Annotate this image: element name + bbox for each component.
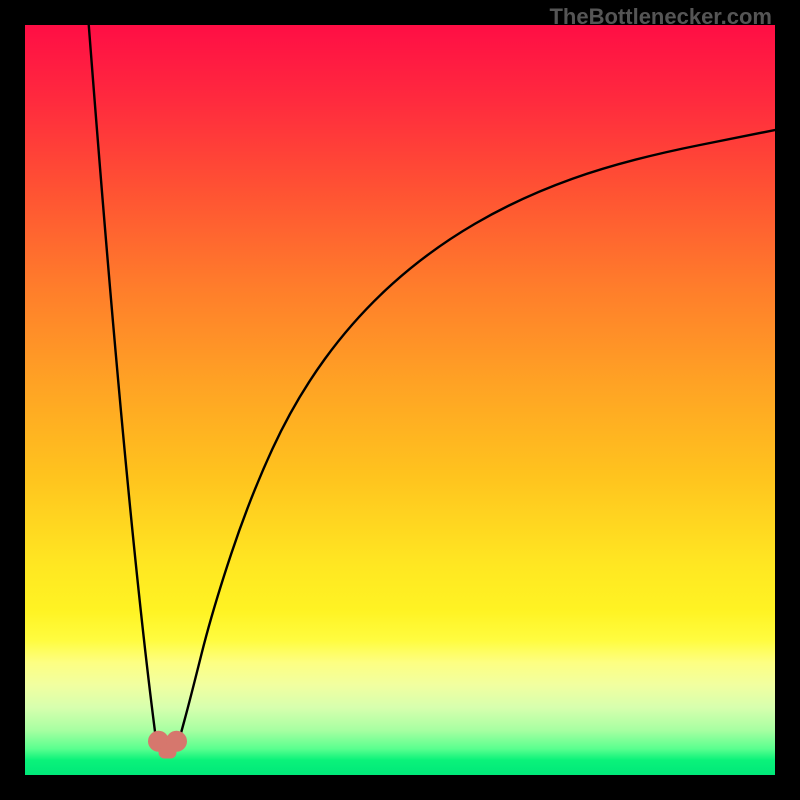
gradient-plot [25, 25, 775, 775]
chart-frame: TheBottlenecker.com [0, 0, 800, 800]
watermark-text: TheBottlenecker.com [549, 4, 772, 30]
plot-area [25, 25, 775, 775]
gradient-background [25, 25, 775, 775]
